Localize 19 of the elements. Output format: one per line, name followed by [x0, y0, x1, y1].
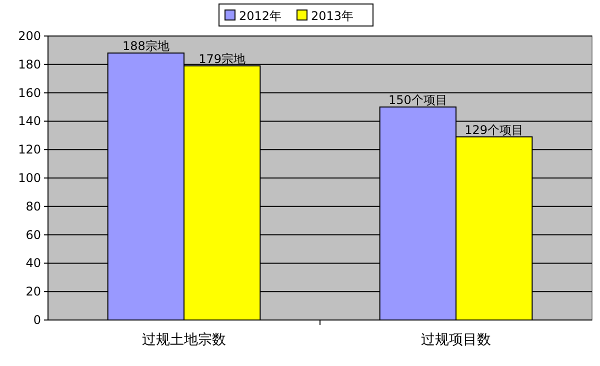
y-tick-label: 120	[18, 142, 41, 157]
y-tick-label: 140	[18, 114, 41, 128]
data-label: 129个项目	[464, 122, 524, 137]
y-tick-label: 0	[33, 313, 41, 327]
x-tick-label: 过规土地宗数	[142, 332, 226, 348]
y-tick-label: 160	[18, 86, 41, 100]
data-label: 150个项目	[388, 93, 448, 107]
data-label: 188宗地	[122, 39, 170, 54]
y-tick-label: 60	[26, 228, 41, 242]
x-tick-label: 过规项目数	[421, 332, 491, 348]
y-tick-label: 200	[18, 29, 41, 43]
legend-label: 2012年	[239, 9, 282, 23]
y-tick-label: 20	[26, 284, 41, 299]
legend-label: 2013年	[311, 9, 354, 23]
y-tick-label: 180	[18, 57, 41, 72]
y-tick-label: 80	[26, 199, 41, 214]
data-label: 179宗地	[198, 52, 246, 66]
y-tick-label: 40	[26, 256, 41, 270]
y-tick-label: 100	[18, 171, 41, 185]
